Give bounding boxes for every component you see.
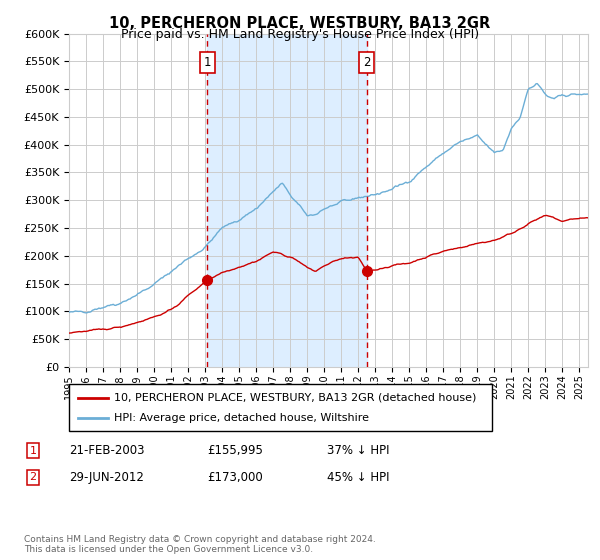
Text: 45% ↓ HPI: 45% ↓ HPI xyxy=(327,470,389,484)
Text: 2: 2 xyxy=(363,56,370,69)
Text: Contains HM Land Registry data © Crown copyright and database right 2024.
This d: Contains HM Land Registry data © Crown c… xyxy=(24,535,376,554)
Text: 1: 1 xyxy=(29,446,37,456)
Text: £173,000: £173,000 xyxy=(207,470,263,484)
Text: 21-FEB-2003: 21-FEB-2003 xyxy=(69,444,145,458)
Text: 29-JUN-2012: 29-JUN-2012 xyxy=(69,470,144,484)
Text: £155,995: £155,995 xyxy=(207,444,263,458)
Text: Price paid vs. HM Land Registry's House Price Index (HPI): Price paid vs. HM Land Registry's House … xyxy=(121,28,479,41)
Text: 10, PERCHERON PLACE, WESTBURY, BA13 2GR (detached house): 10, PERCHERON PLACE, WESTBURY, BA13 2GR … xyxy=(114,393,476,403)
Text: 37% ↓ HPI: 37% ↓ HPI xyxy=(327,444,389,458)
Text: 1: 1 xyxy=(203,56,211,69)
Text: 10, PERCHERON PLACE, WESTBURY, BA13 2GR: 10, PERCHERON PLACE, WESTBURY, BA13 2GR xyxy=(109,16,491,31)
Text: 2: 2 xyxy=(29,472,37,482)
Bar xyxy=(208,34,367,367)
Text: HPI: Average price, detached house, Wiltshire: HPI: Average price, detached house, Wilt… xyxy=(114,413,369,423)
